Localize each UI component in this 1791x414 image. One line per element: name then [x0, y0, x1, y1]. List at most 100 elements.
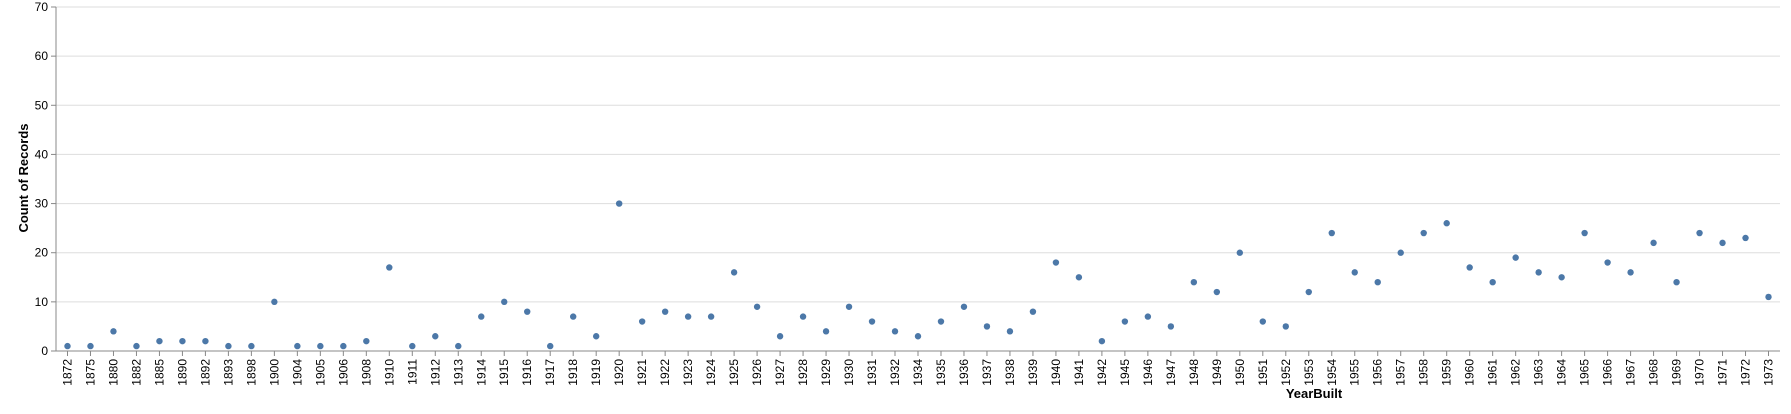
data-point[interactable]: [1742, 234, 1749, 242]
x-tick-label: 1898: [244, 359, 258, 386]
data-point[interactable]: [340, 342, 347, 350]
data-point[interactable]: [547, 342, 554, 350]
data-point[interactable]: [501, 298, 508, 306]
data-point[interactable]: [983, 323, 991, 330]
x-tick-label: 1926: [750, 359, 764, 386]
data-point[interactable]: [1098, 337, 1106, 345]
data-point[interactable]: [592, 333, 600, 340]
data-point[interactable]: [1765, 293, 1772, 301]
data-point[interactable]: [1673, 279, 1680, 286]
data-point[interactable]: [1121, 318, 1129, 325]
x-tick-label: 1923: [681, 359, 695, 386]
data-point[interactable]: [317, 342, 324, 350]
data-point[interactable]: [1328, 229, 1335, 237]
data-point[interactable]: [225, 342, 232, 350]
data-point[interactable]: [1167, 323, 1175, 330]
data-point[interactable]: [1466, 264, 1473, 271]
data-point[interactable]: [684, 313, 692, 320]
x-tick-label: 1954: [1325, 359, 1339, 386]
x-tick-label: 1882: [129, 359, 143, 386]
x-tick-label: 1967: [1624, 359, 1638, 386]
data-point[interactable]: [363, 337, 370, 345]
data-point[interactable]: [1535, 269, 1542, 276]
x-tick-label: 1960: [1463, 359, 1477, 386]
x-tick-label: 1875: [83, 359, 97, 386]
data-point[interactable]: [1052, 259, 1060, 266]
y-tick-label: 70: [35, 0, 49, 14]
x-tick-label: 1917: [543, 359, 557, 386]
data-point[interactable]: [730, 269, 738, 276]
data-point[interactable]: [1305, 288, 1312, 296]
data-point[interactable]: [1627, 269, 1634, 276]
data-point[interactable]: [1489, 279, 1496, 286]
data-point[interactable]: [776, 333, 784, 340]
data-point[interactable]: [524, 308, 531, 315]
data-point[interactable]: [638, 318, 646, 325]
data-point[interactable]: [1420, 229, 1427, 237]
data-point[interactable]: [1719, 239, 1726, 247]
data-point[interactable]: [248, 342, 255, 350]
data-point[interactable]: [386, 264, 393, 271]
data-point[interactable]: [914, 333, 922, 340]
y-axis-title: Count of Records: [16, 123, 31, 232]
data-point[interactable]: [661, 308, 669, 315]
x-tick-label: 1946: [1141, 359, 1155, 386]
data-point[interactable]: [87, 342, 94, 350]
y-tick-label: 20: [35, 246, 49, 260]
data-point[interactable]: [455, 342, 462, 350]
data-point[interactable]: [1259, 318, 1267, 325]
data-point[interactable]: [271, 298, 278, 306]
x-tick-label: 1911: [405, 359, 419, 385]
x-tick-label: 1961: [1486, 359, 1500, 386]
data-point[interactable]: [1006, 328, 1014, 335]
data-point[interactable]: [1374, 279, 1381, 286]
x-tick-label: 1969: [1670, 359, 1684, 386]
data-point[interactable]: [1397, 249, 1404, 256]
data-point[interactable]: [409, 342, 416, 350]
data-point[interactable]: [1190, 279, 1198, 286]
data-point[interactable]: [1075, 274, 1083, 281]
data-point[interactable]: [1443, 220, 1450, 227]
data-point[interactable]: [753, 303, 761, 310]
data-point[interactable]: [1558, 274, 1565, 281]
x-tick-label: 1932: [888, 359, 902, 386]
x-tick-label: 1955: [1348, 359, 1362, 386]
data-point[interactable]: [1213, 288, 1221, 296]
x-tick-label: 1949: [1210, 359, 1224, 386]
data-point[interactable]: [1604, 259, 1611, 266]
data-point[interactable]: [799, 313, 807, 320]
x-axis-title: YearBuilt: [1286, 386, 1343, 401]
data-point[interactable]: [432, 333, 439, 340]
data-point[interactable]: [570, 313, 577, 320]
data-point[interactable]: [156, 337, 163, 345]
x-tick-label: 1957: [1394, 359, 1408, 386]
data-point[interactable]: [1696, 229, 1703, 237]
data-point[interactable]: [891, 328, 899, 335]
data-point[interactable]: [202, 337, 209, 345]
data-point[interactable]: [1144, 313, 1152, 320]
data-point[interactable]: [1351, 269, 1358, 276]
data-point[interactable]: [868, 318, 876, 325]
data-point[interactable]: [294, 342, 301, 350]
data-point[interactable]: [1581, 229, 1588, 237]
data-point[interactable]: [960, 303, 968, 310]
data-point[interactable]: [822, 328, 830, 335]
data-point[interactable]: [845, 303, 853, 310]
data-point[interactable]: [110, 328, 117, 335]
data-point[interactable]: [615, 200, 623, 207]
y-tick-label: 10: [35, 295, 49, 309]
data-point[interactable]: [1029, 308, 1037, 315]
data-point[interactable]: [707, 313, 715, 320]
data-point[interactable]: [133, 342, 140, 350]
data-point[interactable]: [1650, 239, 1657, 247]
data-point[interactable]: [937, 318, 945, 325]
data-point[interactable]: [64, 342, 71, 350]
x-tick-label: 1913: [451, 359, 465, 386]
x-tick-label: 1964: [1555, 359, 1569, 386]
data-point[interactable]: [478, 313, 485, 320]
data-point[interactable]: [179, 337, 186, 345]
data-point[interactable]: [1512, 254, 1519, 261]
data-point[interactable]: [1236, 249, 1244, 256]
data-point[interactable]: [1282, 323, 1289, 330]
